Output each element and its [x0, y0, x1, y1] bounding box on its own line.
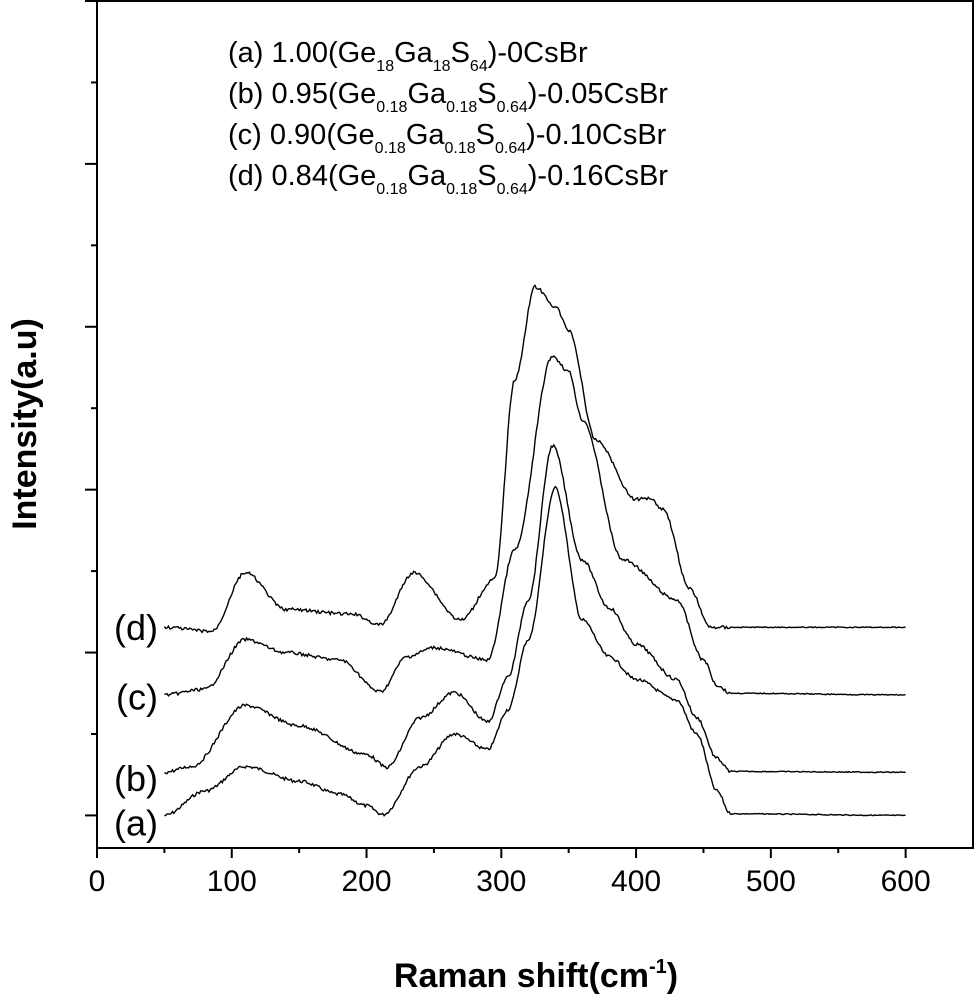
x-tick-label: 300: [476, 865, 526, 898]
legend-subscript: 64: [470, 58, 488, 75]
legend-subscript: 0.18: [376, 99, 407, 116]
legend-text: (d) 0.84(Ge: [228, 160, 376, 192]
curve-label: (d): [114, 607, 158, 648]
legend-subscript: 0.18: [375, 140, 406, 157]
legend: (a) 1.00(Ge18Ga18S64)-0CsBr(b) 0.95(Ge0.…: [228, 37, 668, 198]
legend-text: Ga: [394, 37, 434, 69]
legend-text: Ga: [406, 119, 446, 151]
legend-text: )-0.16CsBr: [528, 160, 669, 192]
plot-frame: [96, 0, 974, 849]
legend-subscript: 18: [376, 58, 394, 75]
curve-labels: (a)(b) (c) (d): [114, 607, 158, 843]
axes: 0 100 200 300 400 500 600: [85, 0, 974, 898]
curve-label: (b): [114, 758, 158, 799]
legend-text: Ga: [407, 78, 447, 110]
legend-subscript: 18: [433, 58, 451, 75]
legend-text: S: [477, 78, 496, 110]
legend-text: (c) 0.90(Ge: [228, 119, 375, 151]
series-line-b: [164, 443, 906, 775]
legend-subscript: 0.18: [445, 140, 476, 157]
legend-text: (a) 1.00(Ge: [228, 37, 376, 69]
legend-subscript: 0.18: [446, 181, 477, 198]
x-axis-label-end: ): [667, 957, 678, 995]
legend-text: S: [451, 37, 470, 69]
x-tick-label: 500: [746, 865, 796, 898]
legend-text: )-0.10CsBr: [526, 119, 667, 151]
curves: [163, 284, 906, 817]
legend-entry-c: (c) 0.90(Ge0.18Ga0.18S0.64)-0.10CsBr: [228, 119, 667, 157]
legend-text: )-0CsBr: [488, 37, 588, 69]
legend-text: Ga: [407, 160, 447, 192]
legend-subscript: 0.18: [446, 99, 477, 116]
legend-subscript: 0.64: [495, 140, 526, 157]
legend-text: (b) 0.95(Ge: [228, 78, 376, 110]
x-tick-label: 400: [611, 865, 661, 898]
legend-subscript: 0.18: [376, 181, 407, 198]
legend-subscript: 0.64: [497, 99, 528, 116]
x-tick-label: 600: [881, 865, 931, 898]
x-tick-label: 0: [89, 865, 106, 898]
x-axis-label-main: Raman shift(cm: [394, 957, 649, 995]
series-line-d: [163, 284, 906, 634]
legend-text: S: [477, 160, 496, 192]
series-line-a: [164, 485, 906, 817]
series-line-c: [164, 355, 906, 698]
legend-entry-b: (b) 0.95(Ge0.18Ga0.18S0.64)-0.05CsBr: [228, 78, 668, 116]
x-axis-label-sup: -1: [649, 956, 667, 978]
curve-label: (c): [116, 676, 158, 717]
legend-text: S: [476, 119, 495, 151]
x-axis-label: Raman shift(cm-1): [394, 956, 678, 995]
legend-text: )-0.05CsBr: [528, 78, 669, 110]
legend-entry-d: (d) 0.84(Ge0.18Ga0.18S0.64)-0.16CsBr: [228, 160, 668, 198]
curve-label: (a): [114, 803, 158, 844]
legend-subscript: 0.64: [497, 181, 528, 198]
x-tick-label: 100: [207, 865, 257, 898]
y-axis-label: Intensity(a.u): [6, 318, 44, 530]
x-tick-label: 200: [342, 865, 392, 898]
legend-entry-a: (a) 1.00(Ge18Ga18S64)-0CsBr: [228, 37, 588, 75]
